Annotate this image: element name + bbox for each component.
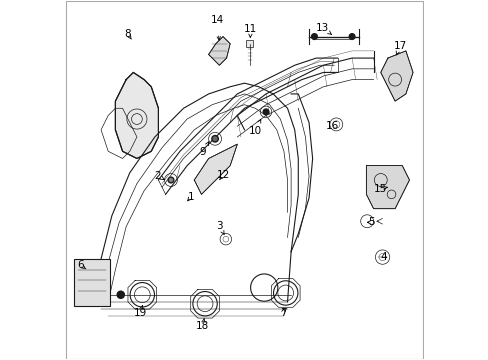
Text: 8: 8 (124, 29, 131, 39)
Polygon shape (194, 144, 237, 194)
Text: 13: 13 (315, 23, 328, 33)
Polygon shape (115, 72, 158, 158)
Circle shape (348, 34, 354, 40)
Text: 14: 14 (210, 15, 224, 26)
Text: 11: 11 (244, 24, 257, 34)
Bar (74, 259, 110, 306)
FancyBboxPatch shape (246, 40, 253, 47)
Text: 2: 2 (154, 171, 161, 181)
Polygon shape (208, 37, 230, 65)
Circle shape (263, 109, 268, 115)
Text: 18: 18 (196, 321, 209, 331)
Text: 3: 3 (216, 221, 222, 231)
Text: 1: 1 (187, 192, 194, 202)
Circle shape (117, 291, 124, 298)
Polygon shape (366, 166, 408, 209)
Text: 15: 15 (373, 184, 386, 194)
Text: 12: 12 (217, 170, 230, 180)
Polygon shape (380, 51, 412, 101)
Circle shape (211, 135, 218, 142)
Text: 7: 7 (279, 309, 286, 318)
Text: 9: 9 (199, 147, 206, 157)
Circle shape (168, 177, 174, 183)
Text: 10: 10 (248, 126, 261, 135)
Text: 16: 16 (325, 121, 338, 131)
Text: 6: 6 (77, 260, 84, 270)
Text: 5: 5 (368, 217, 374, 227)
Text: 17: 17 (393, 41, 406, 50)
Text: 19: 19 (134, 308, 147, 318)
Text: 4: 4 (380, 252, 386, 262)
Circle shape (311, 34, 317, 40)
